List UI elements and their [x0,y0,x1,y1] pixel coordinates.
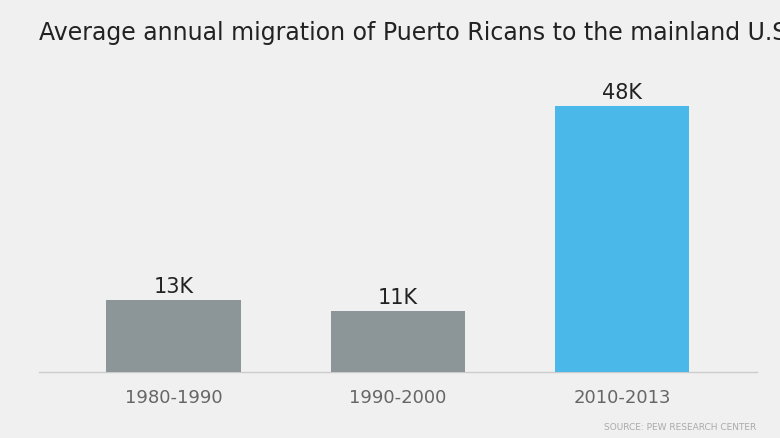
Bar [555,107,690,372]
Text: 11K: 11K [378,288,418,307]
Text: SOURCE: PEW RESEARCH CENTER: SOURCE: PEW RESEARCH CENTER [604,422,757,431]
Text: 48K: 48K [602,83,642,103]
Bar [331,311,465,372]
Bar [106,300,241,372]
Text: 13K: 13K [154,276,193,297]
Text: Average annual migration of Puerto Ricans to the mainland U.S.: Average annual migration of Puerto Rican… [39,21,780,45]
